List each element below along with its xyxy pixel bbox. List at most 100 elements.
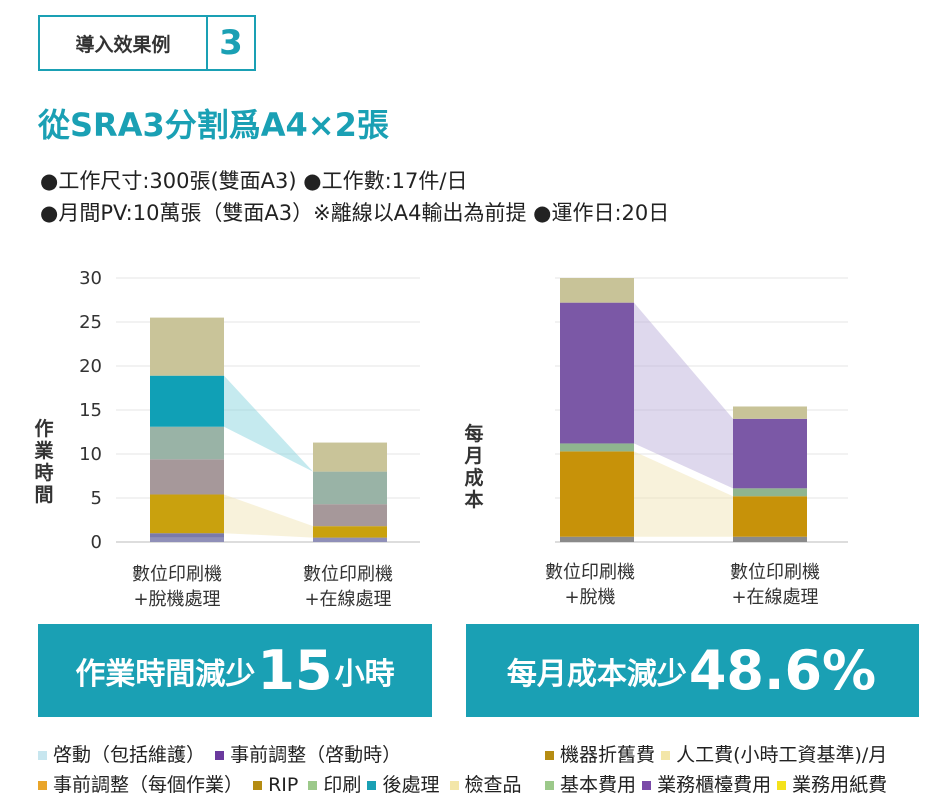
banner-left-prefix: 作業時間減少 bbox=[75, 656, 256, 692]
legend-label: 事前調整（啓動時） bbox=[230, 744, 402, 766]
chart-2 bbox=[555, 277, 848, 543]
legend-item-prep-startup: 事前調整（啓動時） bbox=[211, 744, 401, 766]
legend-item-depreciation: 機器折舊費 bbox=[545, 744, 655, 766]
badge-label: 導入效果例 bbox=[40, 17, 208, 69]
legend-label: 後處理 bbox=[382, 774, 440, 796]
y-axis-label-char: 本 bbox=[464, 488, 483, 511]
legend-item-prep-job: 事前調整（每個作業） bbox=[38, 774, 243, 796]
legend-swatch bbox=[38, 781, 47, 790]
y-tick-label: 10 bbox=[79, 444, 102, 465]
legend-right-row2: 基本費用 業務櫃檯費用 業務用紙費 bbox=[545, 770, 887, 797]
y-tick-label: 5 bbox=[91, 488, 102, 509]
bar-segment bbox=[733, 496, 807, 537]
bar-segment bbox=[560, 278, 634, 303]
legend-item-startup: 啓動（包括維護） bbox=[38, 744, 205, 766]
bar-segment bbox=[560, 536, 634, 542]
legend-item-inspect: 檢查品 bbox=[446, 774, 522, 796]
legend-swatch bbox=[545, 781, 554, 790]
bar-segment bbox=[313, 526, 387, 538]
legend-item-print: 印刷 bbox=[304, 774, 361, 796]
badge-number: 3 bbox=[219, 23, 243, 63]
banner-left-number: 15 bbox=[257, 639, 333, 702]
bar-segment bbox=[313, 504, 387, 527]
connector-band bbox=[224, 375, 313, 472]
x-category-label: +脫機 bbox=[564, 587, 615, 608]
x-category-label: +在線處理 bbox=[304, 589, 391, 610]
legend-label: 檢查品 bbox=[464, 774, 522, 796]
legend-label: 業務用紙費 bbox=[792, 774, 888, 796]
y-axis-label-char: 月 bbox=[463, 445, 483, 467]
banner-right-number: 48.6% bbox=[688, 639, 877, 702]
legend-swatch bbox=[777, 781, 787, 790]
legend-left-row1: 啓動（包括維護） 事前調整（啓動時） bbox=[38, 740, 401, 767]
legend-label: 人工費(小時工資基準)/月 bbox=[676, 744, 888, 766]
legend-item-labor: 人工費(小時工資基準)/月 bbox=[661, 744, 887, 766]
legend-left-row2: 事前調整（每個作業） RIP 印刷 後處理 檢查品 bbox=[38, 770, 522, 797]
bar-segment bbox=[560, 451, 634, 537]
bar-segment bbox=[560, 443, 634, 452]
y-axis-label-char: 每 bbox=[464, 422, 483, 445]
bar-segment bbox=[733, 536, 807, 542]
bar-segment bbox=[313, 471, 387, 505]
legend-swatch bbox=[367, 781, 377, 790]
y-axis-label-char: 間 bbox=[34, 484, 53, 506]
legend-right-row1: 機器折舊費 人工費(小時工資基準)/月 bbox=[545, 740, 887, 767]
connector-band bbox=[224, 494, 313, 538]
connector-band bbox=[634, 302, 733, 489]
bar-segment bbox=[150, 426, 224, 460]
chart-1 bbox=[116, 277, 420, 543]
bar-segment bbox=[150, 317, 224, 376]
bar-segment bbox=[733, 488, 807, 497]
y-tick-label: 20 bbox=[79, 356, 102, 377]
banner-time-reduction: 作業時間減少 15 小時 bbox=[38, 624, 432, 717]
bar-segment bbox=[313, 537, 387, 542]
y-axis-label-char: 業 bbox=[33, 439, 54, 462]
x-category-label: 數位印刷機 bbox=[132, 564, 222, 585]
legend-swatch bbox=[215, 751, 225, 760]
y-axis-label-char: 時 bbox=[34, 462, 53, 484]
bar-segment bbox=[150, 459, 224, 495]
legend-item-counter: 業務櫃檯費用 bbox=[642, 774, 771, 796]
conditions-line-1: ●工作尺寸:300張(雙面A3) ●工作數:17件/日 bbox=[40, 169, 468, 193]
case-badge: 導入效果例 3 bbox=[38, 15, 256, 71]
y-axis-label-char: 成 bbox=[464, 466, 483, 489]
legend-swatch bbox=[38, 751, 47, 760]
legend-label: 業務櫃檯費用 bbox=[657, 774, 772, 796]
legend-swatch bbox=[308, 781, 318, 790]
x-category-label: 數位印刷機 bbox=[303, 564, 393, 585]
legend-swatch bbox=[545, 751, 554, 760]
y-tick-label: 15 bbox=[79, 400, 102, 421]
bar-segment bbox=[733, 406, 807, 419]
page-title: 從SRA3分割爲A4×2張 bbox=[38, 106, 389, 144]
bar-segment bbox=[560, 302, 634, 444]
y-tick-label: 30 bbox=[79, 268, 102, 289]
bar-segment bbox=[150, 494, 224, 534]
legend-label: 啓動（包括維護） bbox=[53, 744, 206, 766]
y-tick-label: 25 bbox=[79, 312, 102, 333]
conditions-line-2: ●月間PV:10萬張（雙面A3）※離線以A4輸出為前提 ●運作日:20日 bbox=[40, 201, 670, 225]
connector-band bbox=[634, 451, 733, 537]
banner-left-suffix: 小時 bbox=[334, 656, 395, 692]
legend-swatch bbox=[642, 781, 652, 790]
legend-item-post: 後處理 bbox=[367, 774, 439, 796]
x-category-label: 數位印刷機 bbox=[730, 562, 820, 583]
y-tick-label: 0 bbox=[91, 532, 102, 553]
legend-label: RIP bbox=[268, 774, 299, 796]
legend-item-rip: RIP bbox=[249, 774, 298, 796]
bar-segment bbox=[733, 418, 807, 489]
bar-segment bbox=[313, 442, 387, 472]
y-axis-label-char: 作 bbox=[34, 417, 53, 440]
legend-swatch bbox=[661, 751, 671, 760]
legend-swatch bbox=[253, 781, 263, 790]
banner-cost-reduction: 每月成本減少 48.6% bbox=[466, 624, 919, 717]
legend-item-base: 基本費用 bbox=[545, 774, 636, 796]
legend-label: 事前調整（每個作業） bbox=[53, 774, 244, 796]
legend-item-paper: 業務用紙費 bbox=[777, 774, 887, 796]
bar-segment bbox=[150, 537, 224, 542]
bar-segment bbox=[150, 375, 224, 427]
legend-label: 機器折舊費 bbox=[560, 744, 656, 766]
bar-segment bbox=[150, 533, 224, 538]
legend-swatch bbox=[449, 781, 459, 790]
banner-right-prefix: 每月成本減少 bbox=[506, 656, 687, 692]
